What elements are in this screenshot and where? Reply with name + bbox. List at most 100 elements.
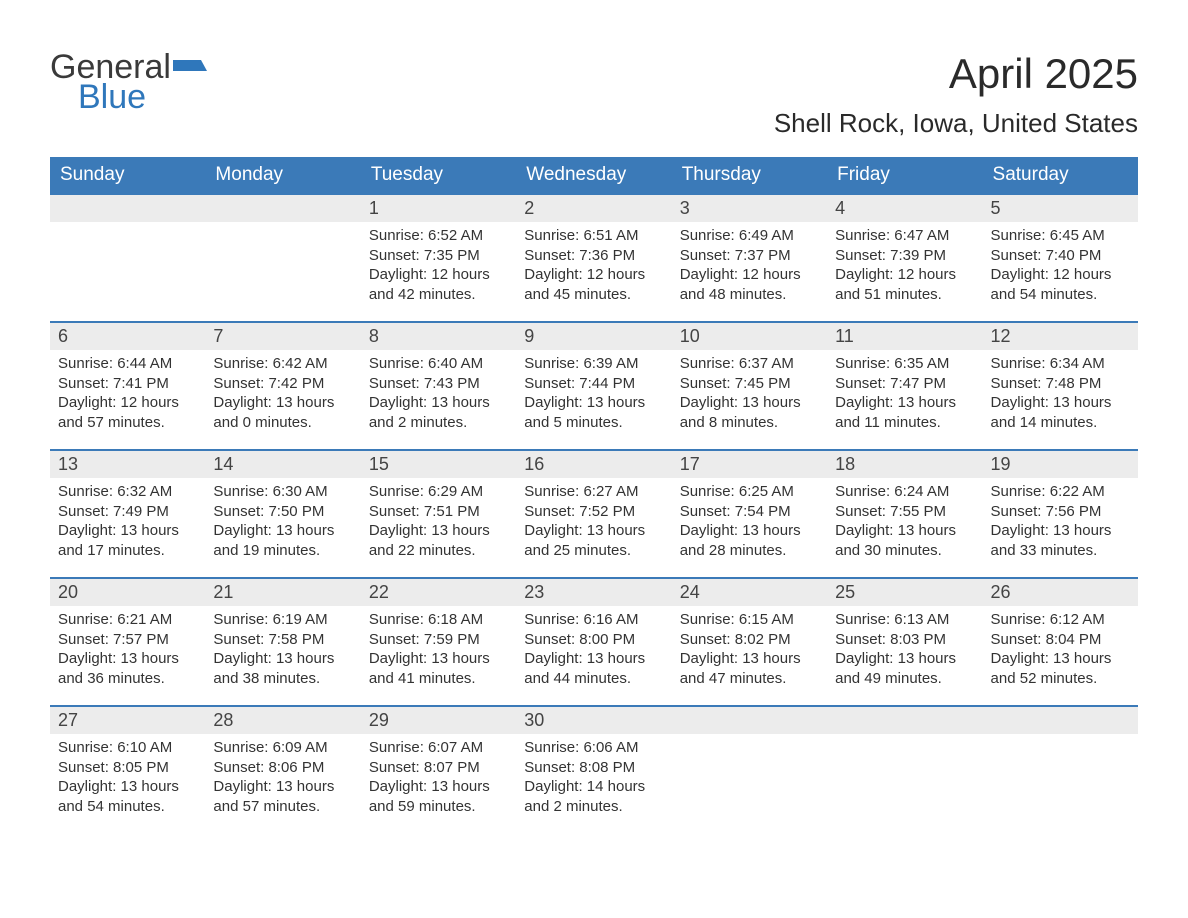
sunrise-line: Sunrise: 6:13 AM <box>835 610 974 630</box>
daylight-line-2: and 42 minutes. <box>369 285 508 305</box>
calendar-day-cell: 24Sunrise: 6:15 AMSunset: 8:02 PMDayligh… <box>672 577 827 705</box>
day-content: Sunrise: 6:13 AMSunset: 8:03 PMDaylight:… <box>827 606 982 696</box>
day-content: Sunrise: 6:10 AMSunset: 8:05 PMDaylight:… <box>50 734 205 824</box>
day-number-bar-empty <box>827 705 982 734</box>
day-number: 11 <box>827 321 982 350</box>
sunset-line: Sunset: 7:40 PM <box>991 246 1130 266</box>
daylight-line-1: Daylight: 13 hours <box>991 521 1130 541</box>
title-block: April 2025 Shell Rock, Iowa, United Stat… <box>774 50 1138 139</box>
day-number-bar-empty <box>672 705 827 734</box>
daylight-line-2: and 2 minutes. <box>524 797 663 817</box>
day-number: 14 <box>205 449 360 478</box>
calendar-day-cell: 6Sunrise: 6:44 AMSunset: 7:41 PMDaylight… <box>50 321 205 449</box>
sunrise-line: Sunrise: 6:32 AM <box>58 482 197 502</box>
day-number: 22 <box>361 577 516 606</box>
sunrise-line: Sunrise: 6:06 AM <box>524 738 663 758</box>
daylight-line-1: Daylight: 12 hours <box>58 393 197 413</box>
calendar-week-row: 6Sunrise: 6:44 AMSunset: 7:41 PMDaylight… <box>50 321 1138 449</box>
day-content: Sunrise: 6:09 AMSunset: 8:06 PMDaylight:… <box>205 734 360 824</box>
daylight-line-1: Daylight: 13 hours <box>991 649 1130 669</box>
day-content: Sunrise: 6:24 AMSunset: 7:55 PMDaylight:… <box>827 478 982 568</box>
daylight-line-1: Daylight: 13 hours <box>213 393 352 413</box>
day-number: 4 <box>827 193 982 222</box>
daylight-line-1: Daylight: 13 hours <box>58 777 197 797</box>
daylight-line-1: Daylight: 13 hours <box>369 777 508 797</box>
day-number-bar-empty <box>205 193 360 222</box>
day-number: 20 <box>50 577 205 606</box>
daylight-line-2: and 41 minutes. <box>369 669 508 689</box>
calendar-day-cell: 28Sunrise: 6:09 AMSunset: 8:06 PMDayligh… <box>205 705 360 833</box>
sunset-line: Sunset: 7:41 PM <box>58 374 197 394</box>
daylight-line-2: and 30 minutes. <box>835 541 974 561</box>
calendar-day-cell: 14Sunrise: 6:30 AMSunset: 7:50 PMDayligh… <box>205 449 360 577</box>
month-title: April 2025 <box>774 50 1138 98</box>
day-number: 24 <box>672 577 827 606</box>
daylight-line-1: Daylight: 13 hours <box>524 649 663 669</box>
daylight-line-2: and 22 minutes. <box>369 541 508 561</box>
sunrise-line: Sunrise: 6:35 AM <box>835 354 974 374</box>
calendar-day-cell: 19Sunrise: 6:22 AMSunset: 7:56 PMDayligh… <box>983 449 1138 577</box>
sunset-line: Sunset: 8:03 PM <box>835 630 974 650</box>
day-content: Sunrise: 6:19 AMSunset: 7:58 PMDaylight:… <box>205 606 360 696</box>
sunrise-line: Sunrise: 6:27 AM <box>524 482 663 502</box>
sunrise-line: Sunrise: 6:21 AM <box>58 610 197 630</box>
day-number: 2 <box>516 193 671 222</box>
calendar-day-cell: 2Sunrise: 6:51 AMSunset: 7:36 PMDaylight… <box>516 193 671 321</box>
day-content: Sunrise: 6:25 AMSunset: 7:54 PMDaylight:… <box>672 478 827 568</box>
day-number: 18 <box>827 449 982 478</box>
day-content: Sunrise: 6:34 AMSunset: 7:48 PMDaylight:… <box>983 350 1138 440</box>
daylight-line-1: Daylight: 13 hours <box>680 649 819 669</box>
day-content: Sunrise: 6:30 AMSunset: 7:50 PMDaylight:… <box>205 478 360 568</box>
calendar-week-row: 27Sunrise: 6:10 AMSunset: 8:05 PMDayligh… <box>50 705 1138 833</box>
sunset-line: Sunset: 7:44 PM <box>524 374 663 394</box>
day-content: Sunrise: 6:07 AMSunset: 8:07 PMDaylight:… <box>361 734 516 824</box>
day-content: Sunrise: 6:21 AMSunset: 7:57 PMDaylight:… <box>50 606 205 696</box>
day-number: 13 <box>50 449 205 478</box>
sunset-line: Sunset: 7:48 PM <box>991 374 1130 394</box>
sunset-line: Sunset: 8:07 PM <box>369 758 508 778</box>
sunrise-line: Sunrise: 6:44 AM <box>58 354 197 374</box>
page-header: General Blue April 2025 Shell Rock, Iowa… <box>50 50 1138 139</box>
daylight-line-2: and 45 minutes. <box>524 285 663 305</box>
day-number: 21 <box>205 577 360 606</box>
day-number: 5 <box>983 193 1138 222</box>
daylight-line-1: Daylight: 12 hours <box>680 265 819 285</box>
calendar-day-cell: 10Sunrise: 6:37 AMSunset: 7:45 PMDayligh… <box>672 321 827 449</box>
day-number: 10 <box>672 321 827 350</box>
daylight-line-2: and 19 minutes. <box>213 541 352 561</box>
day-number: 29 <box>361 705 516 734</box>
calendar-day-cell: 20Sunrise: 6:21 AMSunset: 7:57 PMDayligh… <box>50 577 205 705</box>
sunrise-line: Sunrise: 6:18 AM <box>369 610 508 630</box>
sunset-line: Sunset: 7:49 PM <box>58 502 197 522</box>
daylight-line-2: and 25 minutes. <box>524 541 663 561</box>
sunset-line: Sunset: 7:39 PM <box>835 246 974 266</box>
sunrise-line: Sunrise: 6:24 AM <box>835 482 974 502</box>
weekday-header: Sunday <box>50 157 205 193</box>
daylight-line-2: and 52 minutes. <box>991 669 1130 689</box>
daylight-line-1: Daylight: 13 hours <box>835 649 974 669</box>
day-number: 1 <box>361 193 516 222</box>
calendar-day-cell: 7Sunrise: 6:42 AMSunset: 7:42 PMDaylight… <box>205 321 360 449</box>
sunset-line: Sunset: 7:36 PM <box>524 246 663 266</box>
calendar-week-row: 20Sunrise: 6:21 AMSunset: 7:57 PMDayligh… <box>50 577 1138 705</box>
daylight-line-2: and 57 minutes. <box>213 797 352 817</box>
day-content: Sunrise: 6:27 AMSunset: 7:52 PMDaylight:… <box>516 478 671 568</box>
daylight-line-2: and 44 minutes. <box>524 669 663 689</box>
sunset-line: Sunset: 7:42 PM <box>213 374 352 394</box>
sunset-line: Sunset: 7:52 PM <box>524 502 663 522</box>
sunrise-line: Sunrise: 6:47 AM <box>835 226 974 246</box>
sunrise-line: Sunrise: 6:07 AM <box>369 738 508 758</box>
sunset-line: Sunset: 8:06 PM <box>213 758 352 778</box>
day-content: Sunrise: 6:40 AMSunset: 7:43 PMDaylight:… <box>361 350 516 440</box>
daylight-line-1: Daylight: 13 hours <box>369 521 508 541</box>
calendar-day-cell <box>672 705 827 833</box>
day-content: Sunrise: 6:51 AMSunset: 7:36 PMDaylight:… <box>516 222 671 312</box>
sunset-line: Sunset: 7:45 PM <box>680 374 819 394</box>
daylight-line-2: and 54 minutes. <box>58 797 197 817</box>
calendar-day-cell: 18Sunrise: 6:24 AMSunset: 7:55 PMDayligh… <box>827 449 982 577</box>
day-number: 7 <box>205 321 360 350</box>
calendar-table: SundayMondayTuesdayWednesdayThursdayFrid… <box>50 157 1138 833</box>
calendar-day-cell: 3Sunrise: 6:49 AMSunset: 7:37 PMDaylight… <box>672 193 827 321</box>
calendar-day-cell: 1Sunrise: 6:52 AMSunset: 7:35 PMDaylight… <box>361 193 516 321</box>
daylight-line-2: and 2 minutes. <box>369 413 508 433</box>
